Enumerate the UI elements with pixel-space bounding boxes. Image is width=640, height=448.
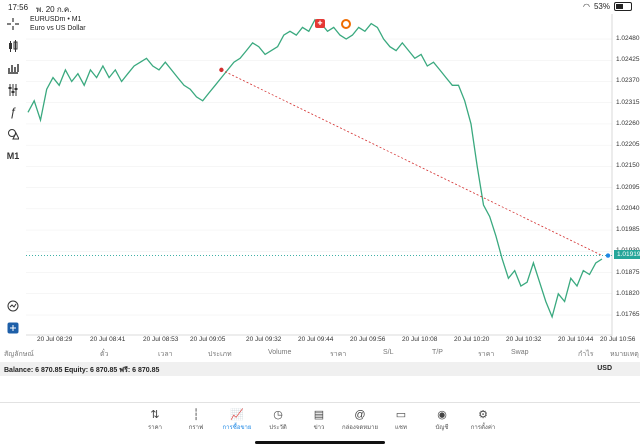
bottom-tab-bar: ⇅ ราคา ┆ กราฟ 📈 การซื้อขาย ◷ ประวัติ ▤ ข่าว @ กล่อง…: [0, 402, 640, 448]
trade-table-header: สัญลักษณ์ ตั๋ว เวลา ประเภท Volume ราคา S/L T/P ร…: [0, 346, 640, 360]
tab-chat[interactable]: ▭ แชท: [381, 408, 421, 432]
x-tick-label: 20 Jul 10:56: [600, 336, 636, 343]
column-header[interactable]: ราคา: [478, 351, 495, 358]
y-tick-label: 1.01820: [616, 289, 640, 297]
symbol-label: EURUSDm • M1: [30, 16, 82, 23]
tab-label: กล่องจดหมาย: [341, 425, 379, 431]
mailbox-at-icon: @: [354, 409, 366, 421]
gear-icon: ⚙: [478, 409, 488, 421]
tab-label: บัญชี: [435, 425, 449, 431]
column-header[interactable]: เวลา: [158, 351, 173, 358]
balance-text: Balance: 6 870.85 Equity: 6 870.85 ฟรี: …: [4, 367, 160, 374]
y-tick-label: 1.02095: [616, 183, 640, 191]
column-header[interactable]: ตั๋ว: [100, 351, 109, 358]
column-header[interactable]: หมายเหตุ: [610, 351, 639, 358]
chat-icon: ▭: [395, 409, 407, 421]
x-tick-label: 20 Jul 08:41: [90, 336, 126, 343]
history-clock-icon: ◷: [273, 409, 283, 421]
trend-line: [221, 69, 603, 256]
x-tick-label: 20 Jul 10:32: [506, 336, 542, 343]
y-tick-label: 1.01765: [616, 311, 640, 318]
one-click-trading-icon[interactable]: [5, 320, 21, 336]
crosshair-icon[interactable]: [5, 16, 21, 32]
chart-grid: [26, 38, 612, 316]
status-time: 17:56: [8, 3, 29, 12]
tab-mailbox-at[interactable]: @ กล่องจดหมาย: [340, 408, 380, 432]
tab-label: กราฟ: [188, 425, 204, 431]
column-header[interactable]: สัญลักษณ์: [4, 351, 34, 358]
x-tick-label: 20 Jul 10:20: [454, 336, 490, 343]
y-tick-label: 1.02425: [616, 56, 640, 64]
candle-type-icon[interactable]: [5, 38, 21, 54]
column-header[interactable]: Volume: [268, 349, 292, 356]
y-tick-label: 1.01985: [616, 226, 640, 234]
tab-account[interactable]: ◉ บัญชี: [422, 408, 462, 432]
tab-trade-chart[interactable]: 📈 การซื้อขาย: [217, 408, 257, 432]
x-tick-label: 20 Jul 09:05: [190, 336, 226, 343]
tab-candlestick[interactable]: ┆ กราฟ: [176, 408, 216, 432]
settings-sliders-icon[interactable]: [5, 82, 21, 98]
tab-history-clock[interactable]: ◷ ประวัติ: [258, 408, 298, 432]
objects-shapes-icon[interactable]: [5, 126, 21, 142]
tab-label: ประวัติ: [269, 425, 287, 431]
price-chart[interactable]: [26, 14, 640, 336]
symbol-description: Euro vs US Dollar: [30, 25, 86, 32]
battery-percent: 53%: [593, 2, 610, 11]
battery-icon: [614, 2, 632, 11]
y-tick-label: 1.01875: [616, 268, 640, 276]
column-header[interactable]: S/L: [383, 349, 394, 356]
balance-row: Balance: 6 870.85 Equity: 6 870.85 ฟรี: …: [0, 362, 640, 376]
candlestick-icon: ┆: [192, 409, 200, 421]
news-icon: ▤: [313, 409, 325, 421]
trend-start-point: [219, 67, 224, 73]
tab-arrows-updown[interactable]: ⇅ ราคา: [135, 408, 175, 432]
y-tick-label: 1.02205: [616, 141, 640, 149]
tab-news[interactable]: ▤ ข่าว: [299, 408, 339, 432]
chart-timer-icon[interactable]: [5, 298, 21, 314]
status-bar: 17:56 พ. 20 ก.ค. ◠ 53%: [0, 0, 640, 14]
tab-label: การซื้อขาย: [222, 425, 252, 431]
wifi-icon: ◠: [583, 2, 590, 11]
status-date: พ. 20 ก.ค.: [36, 5, 72, 14]
trade-badges: ✚: [315, 19, 351, 29]
trade-chart-icon: 📈: [230, 409, 244, 421]
column-header[interactable]: ประเภท: [208, 351, 232, 358]
tab-label: ข่าว: [313, 425, 325, 431]
y-tick-label: 1.02040: [616, 204, 640, 212]
tab-label: การตั้งค่า: [470, 425, 496, 431]
y-tick-label: 1.02150: [616, 162, 640, 170]
x-tick-label: 20 Jul 08:29: [37, 336, 73, 343]
x-tick-label: 20 Jul 09:32: [246, 336, 282, 343]
x-tick-label: 20 Jul 10:44: [558, 336, 594, 343]
chart-symbol-info: EURUSDm • M1 Euro vs US Dollar: [30, 15, 86, 33]
y-tick-label: 1.02315: [616, 98, 640, 106]
column-header[interactable]: กำไร: [578, 351, 594, 358]
y-tick-label: 1.02480: [616, 35, 640, 42]
sell-badge-icon[interactable]: ✚: [315, 19, 325, 28]
timeframe-button[interactable]: M1: [6, 151, 20, 161]
tab-label: แชท: [395, 425, 407, 431]
x-tick-label: 20 Jul 10:08: [402, 336, 438, 343]
chart-toolbar: ƒ M1: [0, 14, 26, 334]
column-header[interactable]: ราคา: [330, 351, 347, 358]
arrows-updown-icon: ⇅: [150, 409, 160, 421]
column-header[interactable]: T/P: [432, 349, 443, 356]
account-icon: ◉: [437, 409, 447, 421]
balance-currency: USD: [597, 365, 612, 372]
function-icon[interactable]: ƒ: [9, 105, 17, 119]
current-price-label: 1.01919: [614, 250, 640, 259]
trend-end-point: [605, 253, 611, 258]
x-tick-label: 20 Jul 09:56: [350, 336, 386, 343]
tab-label: ราคา: [148, 425, 162, 431]
column-header[interactable]: Swap: [511, 349, 529, 356]
indicators-icon[interactable]: [5, 60, 21, 76]
x-tick-label: 20 Jul 08:53: [143, 336, 179, 343]
home-indicator: [255, 441, 385, 444]
y-tick-label: 1.02370: [616, 77, 640, 85]
x-tick-label: 20 Jul 09:44: [298, 336, 334, 343]
buy-badge-icon[interactable]: [341, 19, 351, 29]
y-tick-label: 1.02260: [616, 119, 640, 127]
tab-gear[interactable]: ⚙ การตั้งค่า: [463, 408, 503, 432]
